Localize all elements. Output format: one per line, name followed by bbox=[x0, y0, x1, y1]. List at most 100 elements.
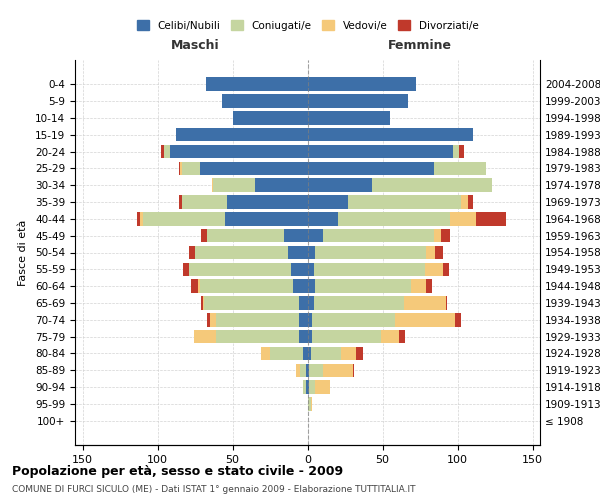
Bar bbox=[314, 262, 425, 276]
Bar bbox=[213, 178, 255, 192]
Bar bbox=[308, 229, 323, 242]
Bar bbox=[455, 313, 461, 326]
Bar bbox=[311, 346, 341, 360]
Bar bbox=[299, 313, 308, 326]
Bar bbox=[182, 196, 227, 209]
Y-axis label: Fasce di età: Fasce di età bbox=[18, 220, 28, 286]
Bar bbox=[308, 397, 311, 410]
Bar bbox=[445, 296, 447, 310]
Text: Femmine: Femmine bbox=[388, 40, 452, 52]
Bar bbox=[411, 280, 426, 293]
Bar bbox=[225, 212, 308, 226]
Bar bbox=[210, 313, 216, 326]
Bar bbox=[468, 196, 473, 209]
Bar bbox=[189, 246, 195, 259]
Bar bbox=[311, 397, 312, 410]
Bar bbox=[308, 246, 315, 259]
Bar bbox=[306, 364, 308, 377]
Bar bbox=[176, 128, 308, 141]
Bar bbox=[381, 330, 399, 344]
Bar bbox=[299, 330, 308, 344]
Bar bbox=[341, 346, 355, 360]
Bar bbox=[195, 246, 288, 259]
Bar bbox=[189, 262, 291, 276]
Bar bbox=[199, 280, 293, 293]
Bar bbox=[315, 246, 426, 259]
Bar bbox=[203, 296, 204, 310]
Bar bbox=[201, 296, 203, 310]
Text: COMUNE DI FURCI SICULO (ME) - Dati ISTAT 1° gennaio 2009 - Elaborazione TUTTITAL: COMUNE DI FURCI SICULO (ME) - Dati ISTAT… bbox=[12, 485, 415, 494]
Bar bbox=[303, 346, 308, 360]
Bar bbox=[163, 145, 170, 158]
Bar bbox=[426, 246, 435, 259]
Bar bbox=[315, 280, 411, 293]
Bar bbox=[353, 364, 354, 377]
Bar bbox=[182, 162, 199, 175]
Text: Popolazione per età, sesso e stato civile - 2009: Popolazione per età, sesso e stato civil… bbox=[12, 465, 343, 478]
Bar bbox=[308, 94, 408, 108]
Bar bbox=[308, 212, 337, 226]
Bar bbox=[161, 145, 163, 158]
Bar bbox=[179, 196, 182, 209]
Bar bbox=[179, 162, 180, 175]
Bar bbox=[216, 330, 299, 344]
Bar bbox=[306, 380, 308, 394]
Bar bbox=[426, 280, 432, 293]
Bar bbox=[207, 313, 210, 326]
Bar bbox=[227, 196, 308, 209]
Bar bbox=[193, 330, 216, 344]
Bar bbox=[348, 196, 461, 209]
Bar bbox=[170, 145, 308, 158]
Bar bbox=[312, 330, 381, 344]
Bar bbox=[303, 380, 306, 394]
Bar bbox=[284, 229, 308, 242]
Bar bbox=[308, 364, 309, 377]
Bar bbox=[308, 196, 348, 209]
Bar bbox=[299, 296, 308, 310]
Bar bbox=[453, 145, 459, 158]
Bar bbox=[425, 262, 443, 276]
Bar bbox=[183, 262, 189, 276]
Bar bbox=[300, 364, 306, 377]
Bar bbox=[255, 178, 308, 192]
Bar bbox=[308, 296, 314, 310]
Bar bbox=[216, 313, 299, 326]
Bar bbox=[291, 262, 308, 276]
Bar bbox=[143, 212, 225, 226]
Bar bbox=[308, 380, 309, 394]
Bar bbox=[199, 162, 308, 175]
Bar bbox=[308, 78, 415, 91]
Bar bbox=[308, 346, 311, 360]
Bar bbox=[198, 280, 199, 293]
Bar bbox=[476, 212, 505, 226]
Bar bbox=[308, 330, 312, 344]
Legend: Celibi/Nubili, Coniugati/e, Vedovi/e, Divorziati/e: Celibi/Nubili, Coniugati/e, Vedovi/e, Di… bbox=[131, 15, 484, 36]
Bar bbox=[288, 246, 308, 259]
Bar bbox=[308, 145, 453, 158]
Bar bbox=[293, 280, 308, 293]
Bar bbox=[323, 364, 353, 377]
Bar bbox=[315, 380, 330, 394]
Bar bbox=[309, 380, 315, 394]
Bar bbox=[308, 178, 372, 192]
Bar bbox=[222, 94, 308, 108]
Bar bbox=[308, 111, 390, 124]
Bar bbox=[395, 313, 455, 326]
Bar bbox=[308, 162, 433, 175]
Bar bbox=[459, 145, 464, 158]
Bar bbox=[443, 262, 449, 276]
Bar bbox=[314, 296, 404, 310]
Bar bbox=[312, 313, 395, 326]
Bar bbox=[355, 346, 363, 360]
Bar bbox=[433, 162, 486, 175]
Bar bbox=[308, 262, 314, 276]
Bar bbox=[212, 178, 213, 192]
Bar bbox=[201, 229, 207, 242]
Bar bbox=[399, 330, 405, 344]
Bar bbox=[450, 212, 476, 226]
Bar bbox=[308, 128, 473, 141]
Bar bbox=[180, 162, 182, 175]
Bar bbox=[435, 246, 443, 259]
Bar bbox=[205, 78, 308, 91]
Bar bbox=[337, 212, 450, 226]
